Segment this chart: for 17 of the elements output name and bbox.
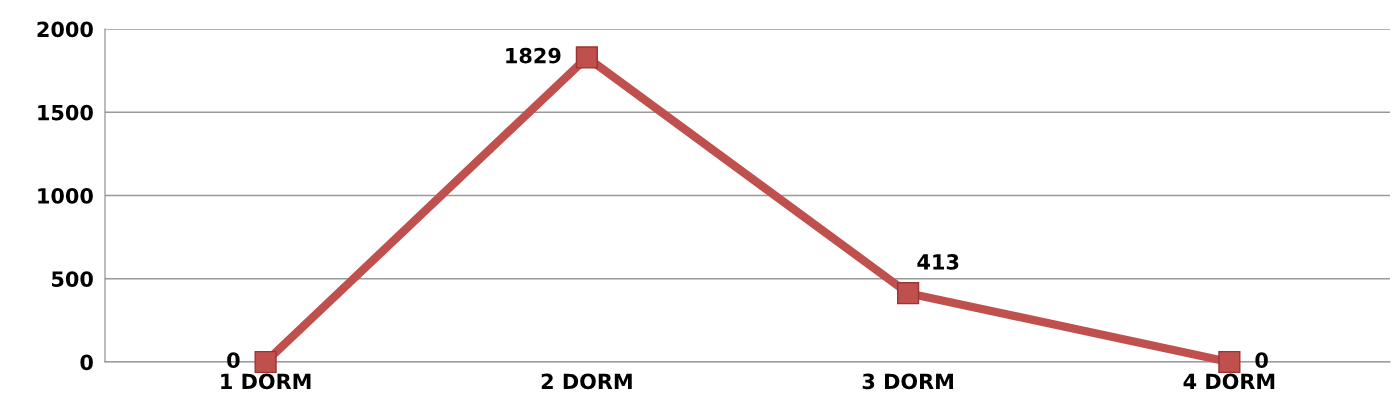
- y-tick-label: 0: [80, 354, 93, 371]
- y-tick-label: 1500: [38, 104, 93, 121]
- point: [1218, 350, 1241, 374]
- point: [897, 282, 920, 305]
- point: [254, 350, 277, 374]
- point: [575, 46, 598, 69]
- data-label: 0: [227, 352, 240, 369]
- data-label: 1829: [506, 47, 561, 64]
- x-tick-label: 1 DORM: [221, 373, 311, 390]
- y-tick-label: 1000: [38, 187, 93, 204]
- x-tick-label: 2 DORM: [541, 373, 632, 390]
- data-label: 413: [917, 254, 959, 270]
- x-tick-label: 3 DORM: [862, 373, 953, 390]
- y-tick-label: 2000: [37, 21, 93, 38]
- data-label: 0: [1255, 352, 1268, 369]
- x-tick-label: 4 DORM: [1183, 373, 1275, 390]
- y-tick-label: 500: [52, 271, 93, 287]
